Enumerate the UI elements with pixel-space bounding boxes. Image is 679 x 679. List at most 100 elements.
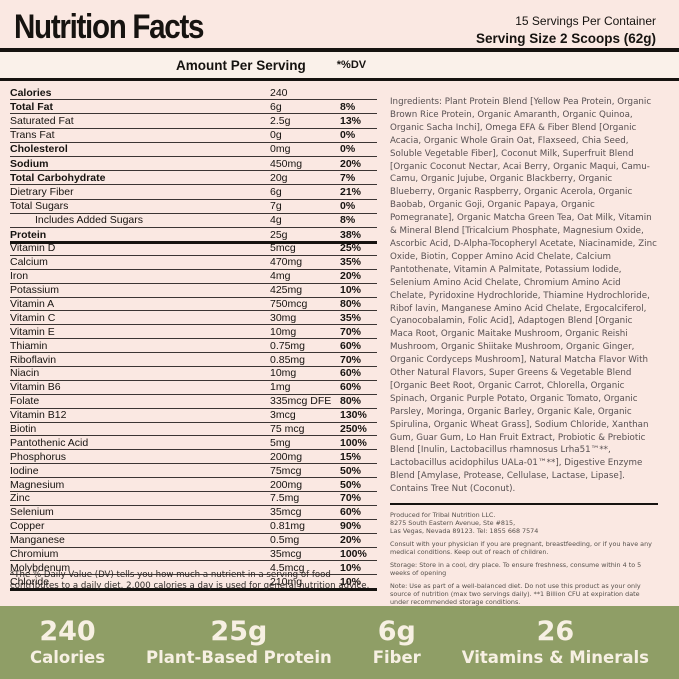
nutrient-amount: 0.85mg: [270, 353, 306, 366]
nutrient-label: Dietrary Fiber: [10, 186, 74, 198]
table-row: Cholesterol 0mg 0%: [10, 143, 377, 157]
small-print: Produced for Tribal Nutrition LLC. 8275 …: [390, 511, 658, 606]
nutrient-amount: 335mcg DFE: [270, 395, 332, 408]
nutrient-dv: 0%: [340, 129, 356, 142]
nutrient-dv: 90%: [340, 520, 362, 533]
nutrient-amount: 6g: [270, 186, 282, 198]
table-row: Vitamin B6 1mg 60%: [10, 381, 377, 395]
nutrient-label: Calcium: [10, 256, 48, 269]
nutrient-dv: 80%: [340, 395, 362, 408]
page-title: Nutrition Facts: [14, 8, 204, 46]
nutrient-label: Niacin: [10, 367, 40, 380]
table-row: Niacin 10mg 60%: [10, 367, 377, 381]
table-row: Vitamin A 750mcg 80%: [10, 298, 377, 312]
nutrient-amount: 25g: [270, 228, 288, 241]
table-row: Total Fat 6g 8%: [10, 100, 377, 115]
servings-per-container: 15 Servings Per Container: [515, 14, 656, 28]
nutrient-dv: 60%: [340, 367, 362, 380]
nutrient-dv: 100%: [340, 547, 367, 560]
micronutrient-table: Vitamin D 5mcg 25% Calcium 470mg 35% Iro…: [10, 242, 377, 592]
producer-city-phone: Las Vegas, Nevada 89123. Tel: 1855 668 7…: [390, 527, 539, 536]
nutrient-label: Phosphorus: [10, 450, 67, 463]
table-row: Biotin 75 mcg 250%: [10, 423, 377, 437]
footer-stat: 6g Fiber: [372, 617, 421, 668]
nutrient-dv: 100%: [340, 436, 367, 449]
nutrient-label: Potassium: [10, 284, 60, 297]
nutrient-label: Includes Added Sugars: [35, 214, 143, 227]
nutrient-amount: 35mcg: [270, 547, 302, 560]
nutrient-amount: 75 mcg: [270, 422, 305, 435]
table-row: Vitamin C 30mg 35%: [10, 311, 377, 326]
nutrient-amount: 5mg: [270, 436, 291, 449]
table-row: Molybdenum 4.5mcg 10%: [10, 561, 377, 576]
nutrient-amount: 210mg: [270, 575, 303, 588]
table-row: Total Carbohydrate 20g 7%: [10, 171, 377, 186]
nutrient-amount: 5mcg: [270, 242, 296, 255]
nutrient-label: Saturated Fat: [10, 115, 74, 128]
table-row: Iodine 75mcg 50%: [10, 464, 377, 479]
nutrient-label: Vitamin D: [10, 242, 56, 255]
nutrient-label: Magnesium: [10, 478, 65, 491]
stat-label: Fiber: [372, 648, 421, 668]
table-row: Includes Added Sugars 4g 8%: [10, 214, 377, 228]
daily-value-footnote: *The % Daily Value (DV) tells you how mu…: [10, 570, 370, 592]
nutrient-amount: 30mg: [270, 311, 297, 324]
table-row: Vitamin D 5mcg 25%: [10, 242, 377, 256]
nutrient-amount: 7.5mg: [270, 492, 300, 505]
nutrient-label: Calories: [10, 86, 52, 99]
table-row: Potassium 425mg 10%: [10, 284, 377, 298]
nutrient-dv: 60%: [340, 506, 362, 519]
serving-size: Serving Size 2 Scoops (62g): [475, 31, 656, 46]
nutrient-label: Sodium: [10, 157, 49, 170]
nutrient-label: Vitamin C: [10, 311, 56, 324]
nutrient-dv: 7%: [340, 171, 356, 184]
table-row: Vitamin E 10mg 70%: [10, 325, 377, 340]
nutrient-label: Total Sugars: [10, 200, 69, 213]
nutrient-dv: 0%: [340, 143, 356, 156]
nutrient-dv: 35%: [340, 256, 362, 269]
nutrient-amount: 0.81mg: [270, 520, 306, 533]
usage-note: Note: Use as part of a well-balanced die…: [390, 582, 641, 607]
nutrient-dv: 70%: [340, 492, 362, 505]
nutrient-amount: 2.5g: [270, 115, 291, 128]
nutrient-label: Iodine: [10, 464, 39, 477]
nutrient-amount: 4.5mcg: [270, 561, 305, 574]
nutrient-amount: 4mg: [270, 270, 291, 283]
nutrient-dv: 250%: [340, 422, 367, 435]
table-row: Trans Fat 0g 0%: [10, 129, 377, 143]
nutrient-dv: 130%: [340, 409, 367, 422]
nutrient-dv: 10%: [340, 575, 362, 588]
nutrient-dv: 50%: [340, 478, 362, 491]
nutrient-dv: 10%: [340, 284, 362, 297]
table-row: Riboflavin 0.85mg 70%: [10, 353, 377, 368]
nutrient-amount: 75mcg: [270, 464, 302, 477]
table-row: Calories 240: [10, 86, 377, 101]
table-row: Iron 4mg 20%: [10, 270, 377, 284]
table-row: Chromium 35mcg 100%: [10, 548, 377, 562]
stats-footer-bar: 240 Calories 25g Plant-Based Protein 6g …: [0, 606, 679, 679]
nutrient-amount: 0.75mg: [270, 339, 306, 352]
table-row: Thiamin 0.75mg 60%: [10, 339, 377, 354]
table-row: Saturated Fat 2.5g 13%: [10, 114, 377, 129]
nutrient-dv: 80%: [340, 297, 362, 310]
divider: [390, 503, 658, 506]
table-row: Zinc 7.5mg 70%: [10, 492, 377, 506]
label-header: Nutrition Facts 15 Servings Per Containe…: [14, 8, 656, 46]
nutrient-amount: 10mg: [270, 367, 297, 380]
nutrient-dv: 13%: [340, 115, 362, 128]
nutrient-amount: 450mg: [270, 157, 303, 170]
nutrient-dv: 20%: [340, 270, 362, 283]
nutrient-label: Vitamin E: [10, 325, 55, 338]
consult-notice: Consult with your physician if you are p…: [390, 540, 652, 557]
nutrient-amount: 200mg: [270, 450, 303, 463]
footer-stat: 240 Calories: [30, 617, 105, 667]
nutrient-amount: 240: [270, 86, 288, 99]
nutrient-label: Biotin: [10, 422, 37, 435]
nutrient-dv: 10%: [340, 561, 362, 574]
nutrient-label: Chromium: [10, 547, 59, 560]
table-row: Manganese 0.5mg 20%: [10, 534, 377, 548]
table-row: Magnesium 200mg 50%: [10, 478, 377, 493]
nutrient-label: Folate: [10, 395, 40, 408]
table-row: Vitamin B12 3mcg 130%: [10, 409, 377, 423]
